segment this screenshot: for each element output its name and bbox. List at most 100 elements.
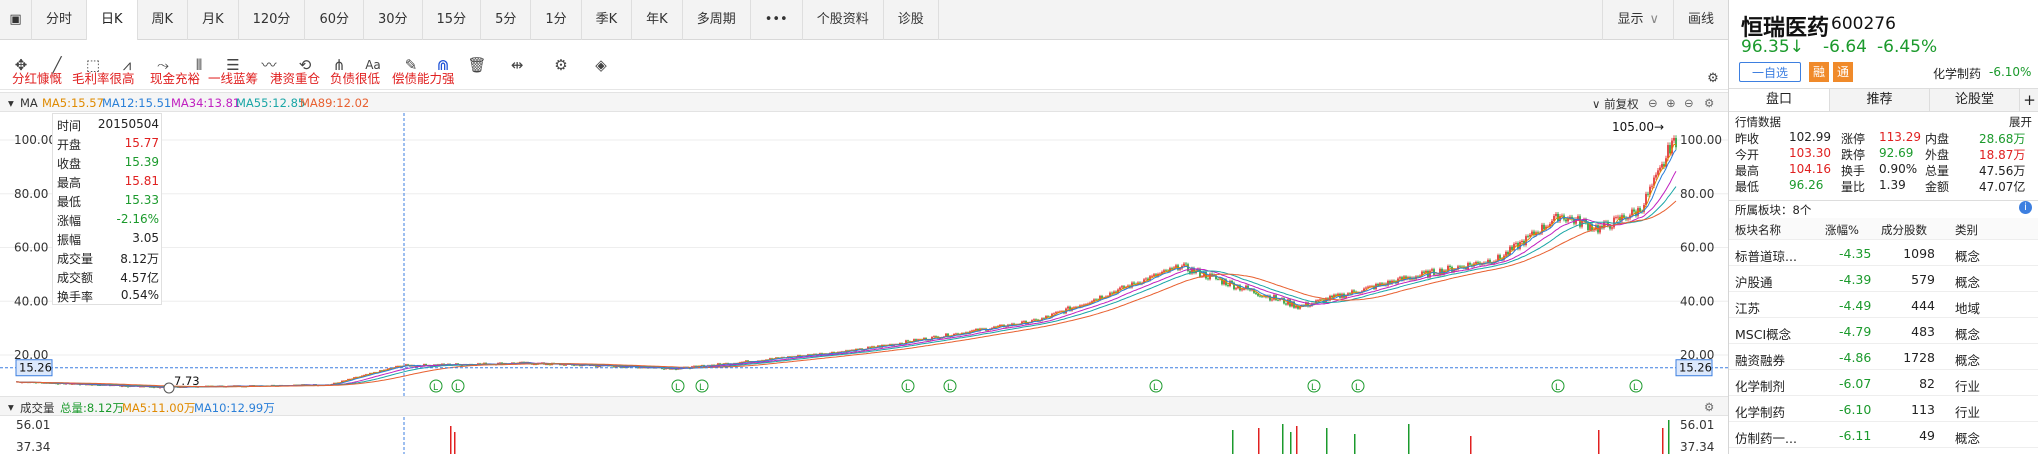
board-header-cell[interactable]: 类别	[1955, 223, 1978, 237]
feature-tag[interactable]: 负债很低	[330, 71, 381, 86]
quote-value: 92.69	[1879, 146, 1914, 160]
ma-settings-icon[interactable]: ⚙	[1704, 96, 1715, 110]
tab-3[interactable]: 月K	[188, 0, 239, 40]
feature-tag[interactable]: 偿债能力强	[392, 71, 455, 86]
ma-collapse-icon[interactable]: ▾	[8, 96, 14, 110]
tab-10[interactable]: 季K	[582, 0, 633, 40]
y-tick-label-right: 100.00	[1680, 133, 1722, 147]
tab-0[interactable]: 分时	[32, 0, 88, 40]
event-marker-icon[interactable]	[1149, 379, 1163, 393]
add-tab-icon[interactable]: +	[2019, 89, 2038, 111]
feature-tag[interactable]: 一线蓝筹	[208, 71, 259, 86]
path-tool-icon[interactable]: ⤳	[156, 56, 169, 74]
event-marker-icon[interactable]	[1629, 379, 1643, 393]
line-tool-icon[interactable]: ╱	[52, 56, 62, 74]
event-marker-icon[interactable]	[429, 379, 443, 393]
tab-8[interactable]: 5分	[481, 0, 532, 40]
chart-settings-icon[interactable]: ⚙	[1707, 71, 1719, 86]
board-row[interactable]: MSCI概念 -4.79 483 概念	[1729, 318, 2038, 344]
board-row[interactable]: 标普道琼... -4.35 1098 概念	[1729, 240, 2038, 266]
toolbar-right-0[interactable]: 显示 ∨	[1602, 0, 1673, 40]
feature-tag[interactable]: 港资重仓	[270, 71, 321, 86]
board-row[interactable]: 化学制药 -6.10 113 行业	[1729, 396, 2038, 422]
tab-2[interactable]: 周K	[138, 0, 189, 40]
event-marker-icon[interactable]	[943, 379, 957, 393]
tab-5[interactable]: 60分	[305, 0, 364, 40]
fib-tool-icon[interactable]: ☰	[226, 56, 240, 74]
candle-body	[663, 368, 665, 370]
tab-9[interactable]: 1分	[531, 0, 582, 40]
board-row[interactable]: 化学制剂 -6.07 82 行业	[1729, 370, 2038, 396]
event-marker-icon[interactable]	[901, 379, 915, 393]
feature-tag[interactable]: 分红慷慨	[12, 71, 63, 86]
y-tick-label-left: 60.00	[14, 241, 48, 255]
candle-body	[1607, 221, 1609, 226]
tab-11[interactable]: 年K	[632, 0, 683, 40]
expand-link[interactable]: 展开	[2009, 115, 2032, 129]
board-header-cell[interactable]: 成分股数	[1881, 223, 1927, 237]
event-marker-icon[interactable]	[671, 379, 685, 393]
info-icon[interactable]: i	[2019, 201, 2032, 214]
hide-icon[interactable]: ⇹	[510, 56, 524, 74]
tab-forum[interactable]: 论股堂	[1929, 89, 2019, 111]
event-marker-icon[interactable]	[1551, 379, 1565, 393]
ma-label[interactable]: MA	[20, 96, 38, 110]
board-header-cell[interactable]: 板块名称	[1735, 223, 1781, 237]
cycle-tool-icon[interactable]: ⟲	[298, 56, 312, 74]
sector-name[interactable]: 化学制药	[1933, 67, 1982, 81]
candle-body	[1329, 295, 1331, 301]
fq-selector[interactable]: ∨ 前复权	[1592, 96, 1639, 112]
toolbar-right-1[interactable]: 画线	[1672, 0, 1728, 40]
candle-body	[1259, 295, 1261, 297]
tab-pankou[interactable]: 盘口	[1729, 89, 1829, 111]
vol-label[interactable]: 成交量	[20, 401, 55, 415]
candle-body	[1599, 225, 1601, 233]
rect-tool-icon[interactable]: ⬚	[85, 56, 101, 74]
remove-icon[interactable]: ⊖	[1684, 96, 1694, 110]
tab-recommend[interactable]: 推荐	[1829, 89, 1929, 111]
event-marker-icon[interactable]	[451, 379, 465, 393]
pitchfork-icon[interactable]: ⋔	[332, 56, 346, 74]
candle-body	[907, 340, 909, 342]
vol-settings-icon[interactable]: ⚙	[1704, 400, 1715, 414]
wave-tool-icon[interactable]: 〰	[261, 56, 277, 74]
feature-tag[interactable]: 现金充裕	[150, 71, 201, 86]
feature-tag[interactable]: 毛利率很高	[72, 71, 135, 86]
event-marker-icon[interactable]	[1351, 379, 1365, 393]
layers-icon[interactable]: ◈	[595, 56, 607, 74]
kline-chart[interactable]: 100.00 100.00 80.00 80.00 60.00 60.00 40.00 40.…	[0, 113, 1728, 396]
tab-7[interactable]: 15分	[423, 0, 482, 40]
candle-body	[1277, 299, 1279, 301]
tab-4[interactable]: 120分	[239, 0, 306, 40]
trash-icon[interactable]: 🗑	[467, 56, 487, 74]
tab-12[interactable]: 多周期	[683, 0, 751, 40]
volume-chart[interactable]: 56.01 37.34 56.01 37.34	[0, 417, 1728, 454]
event-marker-icon[interactable]	[695, 379, 709, 393]
tab-15[interactable]: 诊股	[884, 0, 939, 40]
minimize-icon[interactable]: ⊖	[1648, 96, 1658, 110]
tab-14[interactable]: 个股资料	[803, 0, 884, 40]
magnet-icon[interactable]: ⋒	[436, 56, 450, 74]
text-tool-icon[interactable]: Aa	[365, 58, 381, 72]
candle-body	[1165, 270, 1167, 272]
vol-collapse-icon[interactable]: ▾	[8, 400, 14, 414]
event-marker-icon[interactable]	[1307, 379, 1321, 393]
tab-13[interactable]: •••	[751, 0, 803, 40]
board-row[interactable]: 沪股通 -4.39 579 概念	[1729, 266, 2038, 292]
ma-value: MA5:15.57	[42, 96, 104, 110]
pen-icon[interactable]: ✎	[404, 56, 418, 74]
toolbar-right-label: 显示	[1617, 11, 1644, 27]
board-row[interactable]: 江苏 -4.49 444 地域	[1729, 292, 2038, 318]
crosshair-icon[interactable]: ✥	[14, 56, 28, 74]
layout-toggle-icon[interactable]: ▣	[0, 0, 32, 40]
board-header-cell[interactable]: 涨幅%	[1825, 223, 1859, 237]
board-row[interactable]: 仿制药一... -6.11 49 概念	[1729, 422, 2038, 448]
tab-6[interactable]: 30分	[364, 0, 423, 40]
board-row[interactable]: 融资融券 -4.86 1728 概念	[1729, 344, 2038, 370]
tab-1[interactable]: 日K	[87, 0, 138, 40]
fan-tool-icon[interactable]: ⩘	[122, 56, 132, 74]
channel-tool-icon[interactable]: ⦀	[195, 56, 203, 74]
add-watchlist-button[interactable]: 一自选	[1739, 62, 1801, 82]
settings-icon[interactable]: ⚙	[554, 56, 568, 74]
add-icon[interactable]: ⊕	[1666, 96, 1676, 110]
